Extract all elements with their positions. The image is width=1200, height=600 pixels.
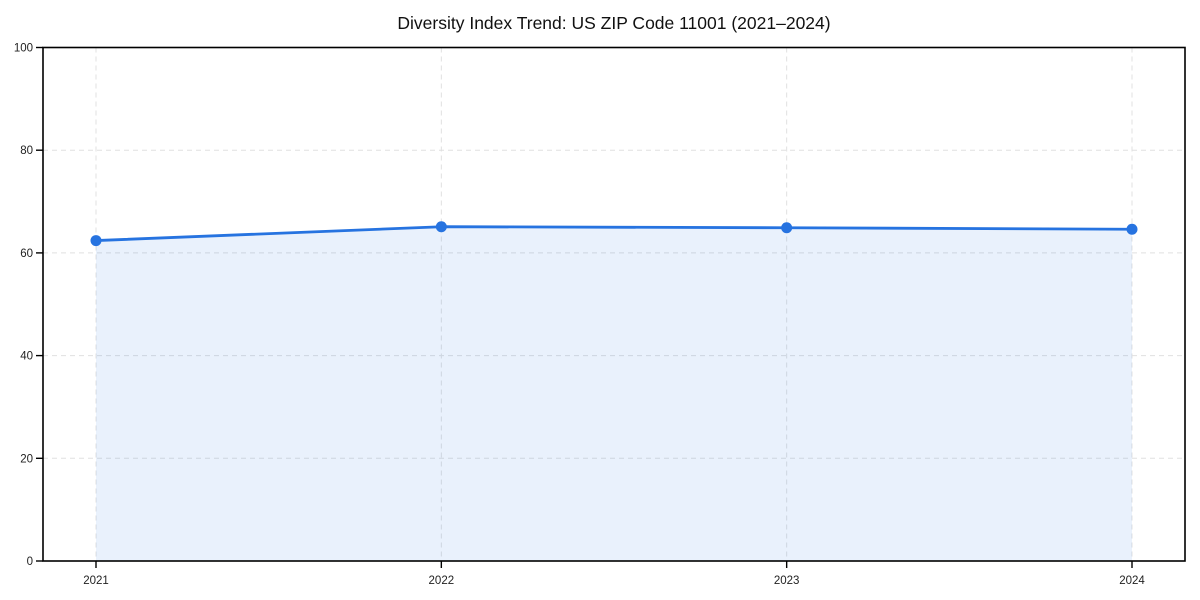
data-point-2024 <box>1126 223 1138 235</box>
y-tick-label: 100 <box>14 43 33 55</box>
x-tick-label: 2024 <box>1119 575 1145 587</box>
area-fill <box>96 226 1132 562</box>
y-tick-label: 40 <box>20 351 33 363</box>
data-point-2022 <box>435 221 447 233</box>
series-layer <box>90 221 1138 562</box>
x-tick-label: 2021 <box>83 575 109 587</box>
y-tick-label: 60 <box>20 248 33 260</box>
axes-layer: 0 20 40 60 80 100 2021 2022 2023 2024 <box>14 43 1186 587</box>
data-point-2021 <box>90 235 102 247</box>
x-tick-label: 2022 <box>429 575 455 587</box>
data-point-2023 <box>781 222 793 234</box>
plot-border <box>42 46 1186 562</box>
y-tick-label: 0 <box>27 556 33 568</box>
y-tick-label: 20 <box>20 453 33 465</box>
trend-line <box>94 225 1134 242</box>
x-tick-label: 2023 <box>774 575 800 587</box>
y-tick-label: 80 <box>20 145 33 157</box>
chart-title: Diversity Index Trend: US ZIP Code 11001… <box>397 13 830 33</box>
